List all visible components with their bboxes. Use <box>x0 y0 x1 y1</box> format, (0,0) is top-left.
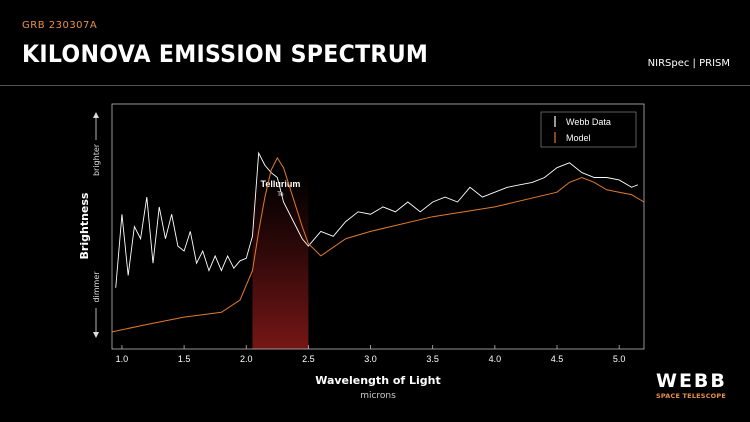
legend-box <box>540 111 637 148</box>
annotation-label: Tellurium <box>261 179 301 189</box>
y-axis-top-label: brighter <box>92 143 101 176</box>
series-webb-data-line <box>115 151 638 288</box>
plot-frame <box>111 103 645 350</box>
instrument-label: NIRSpec | PRISM <box>647 58 730 69</box>
x-axis-ticks: 1.0 1.5 2.0 2.5 3.0 3.5 4.0 4.5 5.0 <box>116 345 626 364</box>
x-axis-label: Wavelength of Light <box>315 374 441 387</box>
arrow-down-head-icon <box>93 332 99 338</box>
header-divider <box>0 85 750 86</box>
page-eyebrow: GRB 230307A <box>22 20 98 31</box>
webb-logo-subtitle: SPACE TELESCOPE <box>656 392 726 400</box>
y-axis: Brightness brighter dimmer <box>78 112 101 338</box>
x-tick-label-4: 3.0 <box>364 354 377 364</box>
tellurium-band <box>252 176 309 349</box>
legend-label-model: Model <box>566 133 591 143</box>
x-axis-unit: microns <box>360 391 396 401</box>
x-tick-label-0: 1.0 <box>116 354 129 364</box>
x-tick-label-3: 2.5 <box>302 354 315 364</box>
x-tick-label-6: 4.0 <box>489 354 502 364</box>
page-title: KILONOVA EMISSION SPECTRUM <box>22 40 429 68</box>
arrow-up-head-icon <box>93 112 99 118</box>
x-tick-label-5: 3.5 <box>426 354 439 364</box>
series-model-line <box>111 156 645 333</box>
y-axis-bottom-label: dimmer <box>92 271 101 303</box>
x-tick-label-1: 1.5 <box>178 354 191 364</box>
webb-logo: WEBB <box>656 370 727 392</box>
x-tick-label-8: 5.0 <box>613 354 626 364</box>
legend: Webb Data Model <box>540 111 637 148</box>
legend-label-webb-data: Webb Data <box>566 117 611 127</box>
y-axis-label: Brightness <box>78 192 91 259</box>
x-tick-label-2: 2.0 <box>240 354 253 364</box>
x-tick-label-7: 4.5 <box>551 354 564 364</box>
annotation-sublabel: Te <box>277 192 284 198</box>
